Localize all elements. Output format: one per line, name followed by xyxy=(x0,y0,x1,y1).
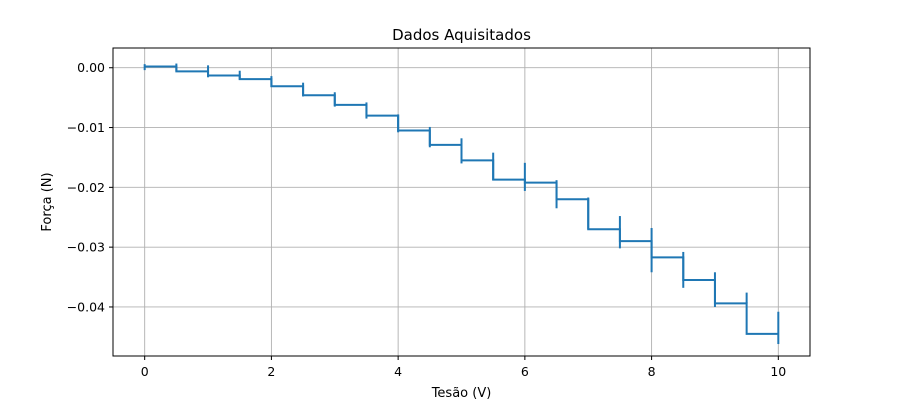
tick-layer: 0 2 4 6 8 10 0.00 −0.01 −0.02 −0.03 −0.04 xyxy=(67,60,787,379)
grid xyxy=(113,48,810,356)
x-tick-label: 8 xyxy=(648,364,656,379)
y-tick-label: −0.01 xyxy=(67,120,105,135)
y-tick-label: −0.03 xyxy=(67,240,105,255)
series-line xyxy=(144,65,779,335)
series-layer xyxy=(143,63,780,345)
plot-frame xyxy=(112,47,811,357)
y-tick-label: 0.00 xyxy=(77,60,105,75)
y-tick-label: −0.02 xyxy=(67,180,105,195)
y-tick-label: −0.04 xyxy=(67,299,105,314)
y-axis-label: Força (N) xyxy=(40,172,55,231)
x-tick-label: 4 xyxy=(394,364,402,379)
x-tick-label: 0 xyxy=(141,364,149,379)
x-tick-label: 6 xyxy=(521,364,529,379)
chart-title: Dados Aquisitados xyxy=(392,26,531,44)
x-tick-label: 2 xyxy=(267,364,275,379)
x-axis-label: Tesão (V) xyxy=(431,386,492,400)
x-tick-label: 10 xyxy=(770,364,786,379)
